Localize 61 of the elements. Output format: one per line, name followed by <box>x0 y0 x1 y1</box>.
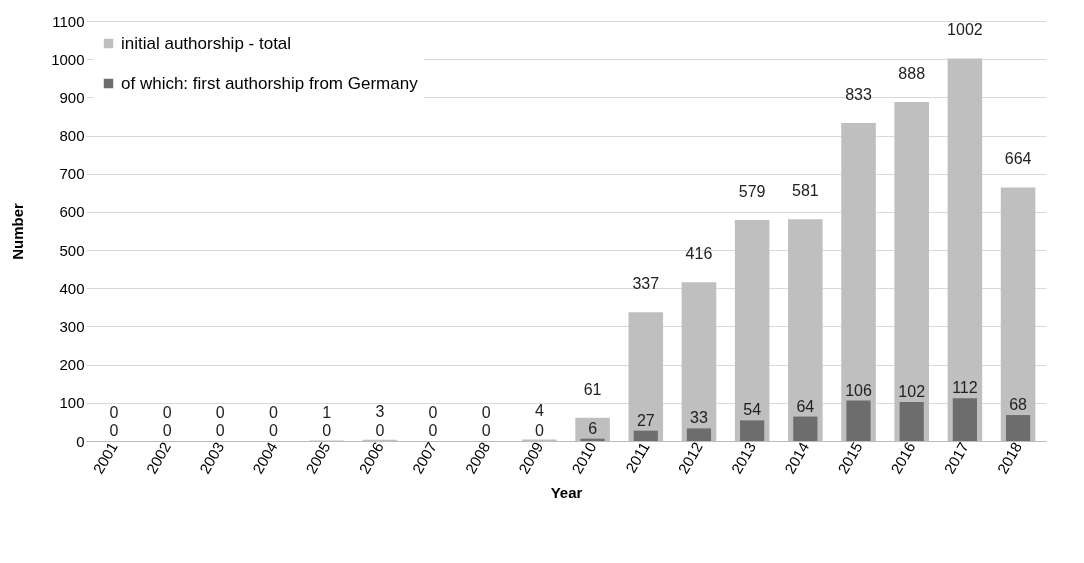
y-tick-label: 100 <box>59 394 85 412</box>
y-tick-label: 1100 <box>52 12 85 30</box>
data-label: 106 <box>845 381 872 399</box>
data-label: 888 <box>898 64 926 82</box>
bar <box>580 438 605 441</box>
data-label: 0 <box>109 422 119 439</box>
y-tick-label: 400 <box>59 279 85 297</box>
bar <box>793 416 818 441</box>
data-label: 3 <box>375 402 385 420</box>
data-label: 0 <box>162 404 172 421</box>
data-label: 0 <box>215 422 225 439</box>
data-label: 54 <box>743 401 762 419</box>
y-tick-label: 600 <box>59 203 85 221</box>
bar <box>846 400 871 441</box>
data-label: 0 <box>428 422 438 439</box>
y-tick-label: 700 <box>59 165 85 183</box>
data-label: 0 <box>269 422 279 439</box>
legend-label: initial authorship - total <box>121 33 292 53</box>
data-label: 1 <box>322 403 332 421</box>
data-label: 61 <box>583 380 602 398</box>
data-label: 64 <box>796 397 815 415</box>
y-tick-label: 900 <box>59 88 85 106</box>
data-label: 6 <box>588 419 598 437</box>
data-label: 337 <box>632 275 660 293</box>
data-label: 0 <box>162 422 172 439</box>
data-label: 1002 <box>947 21 983 39</box>
data-label: 833 <box>845 85 872 103</box>
bar <box>952 398 977 441</box>
data-label: 0 <box>109 404 119 421</box>
data-label: 0 <box>534 422 544 439</box>
data-label: 581 <box>791 182 819 200</box>
data-label: 0 <box>481 404 491 421</box>
bar <box>686 428 712 441</box>
data-label: 112 <box>952 379 978 397</box>
data-label: 68 <box>1009 396 1028 414</box>
data-label: 4 <box>534 402 544 420</box>
y-axis-title: Number <box>9 203 27 260</box>
data-label: 33 <box>690 409 708 427</box>
bar <box>633 430 658 441</box>
bar <box>1005 415 1031 441</box>
bar <box>899 402 924 441</box>
data-label: 27 <box>636 411 655 429</box>
y-tick-label: 300 <box>59 317 85 335</box>
data-label: 0 <box>269 404 279 421</box>
y-tick-label: 0 <box>76 432 85 450</box>
data-label: 0 <box>322 422 332 439</box>
data-label: 664 <box>1004 150 1032 168</box>
legend-label: of which: first authorship from Germany <box>121 73 419 93</box>
data-label: 416 <box>685 245 713 263</box>
y-tick-label: 800 <box>59 127 85 145</box>
y-tick-label: 200 <box>59 356 85 374</box>
data-label: 0 <box>215 404 225 421</box>
y-tick-label: 500 <box>59 241 85 259</box>
data-label: 579 <box>738 182 766 200</box>
data-label: 0 <box>428 404 438 421</box>
x-axis-title: Year <box>550 484 583 502</box>
data-label: 0 <box>375 422 385 439</box>
bar <box>740 420 765 441</box>
data-label: 102 <box>898 383 926 401</box>
data-label: 0 <box>481 422 491 439</box>
y-tick-label: 1000 <box>51 50 85 68</box>
